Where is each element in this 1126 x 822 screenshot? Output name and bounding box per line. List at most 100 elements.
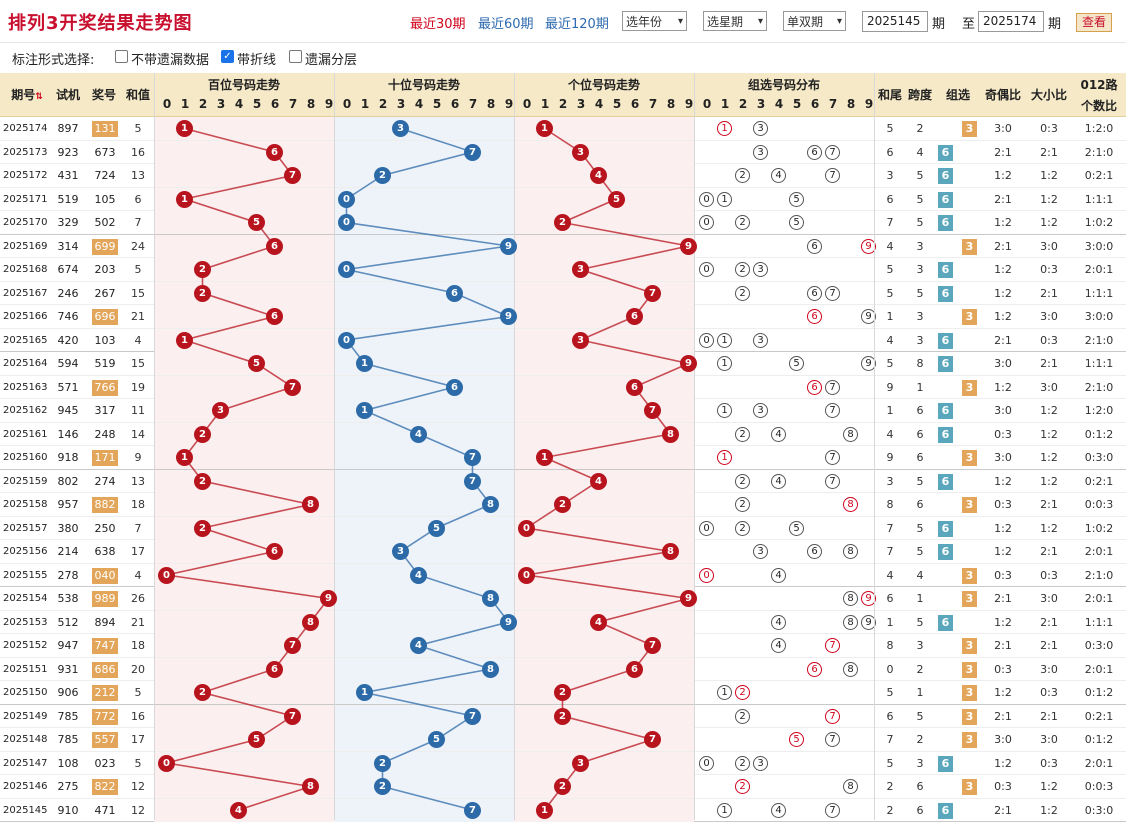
to-period-label: 期: [1048, 13, 1061, 32]
digit-ball: 7: [284, 637, 301, 654]
group-type-badge: 6: [938, 168, 953, 184]
award-number: 822: [92, 779, 118, 795]
group-type-badge: 3: [962, 239, 977, 255]
hundreds-bg: [154, 681, 334, 704]
award-number: 557: [92, 732, 118, 748]
sum-cell: 15: [122, 282, 154, 305]
hundreds-bg: [154, 423, 334, 446]
from-period-input[interactable]: 2025145: [862, 11, 928, 32]
road-ratio: 2:1:0: [1072, 376, 1126, 399]
group-type-badge: 6: [938, 286, 953, 302]
header-digit: 0: [158, 97, 176, 111]
group-ball: 7: [825, 450, 840, 465]
digit-ball: 2: [554, 684, 571, 701]
select-parity[interactable]: 单双期▾: [783, 11, 846, 31]
trial-cell: 329: [52, 211, 84, 234]
digit-ball: 6: [266, 543, 283, 560]
checkbox-polyline[interactable]: ✓: [221, 50, 234, 63]
group-type-badge: 3: [962, 732, 977, 748]
period-cell: 2025171: [3, 188, 53, 211]
units-bg: [514, 705, 694, 728]
group-ball: 8: [843, 662, 858, 677]
period-cell: 2025157: [3, 517, 53, 540]
big-small-ratio: 3:0: [1026, 235, 1072, 258]
big-small-ratio: 2:1: [1026, 634, 1072, 657]
sum-cell: 9: [122, 446, 154, 469]
big-small-ratio: 0:3: [1026, 564, 1072, 587]
header-digit: 7: [464, 97, 482, 111]
digit-ball: 9: [680, 238, 697, 255]
group-ball: 7: [825, 638, 840, 653]
group-ball: 0: [699, 192, 714, 207]
link-recent-30[interactable]: 最近30期: [410, 13, 466, 32]
digit-ball: 0: [338, 261, 355, 278]
trial-cell: 146: [52, 423, 84, 446]
odd-even-ratio: 2:1: [980, 587, 1026, 610]
tens-bg: [334, 117, 514, 140]
header-units: 个位号码走势: [514, 76, 694, 93]
tail-cell: 9: [876, 446, 904, 469]
digit-ball: 2: [194, 684, 211, 701]
select-year[interactable]: 选年份▾: [622, 11, 687, 31]
units-bg: [514, 258, 694, 281]
big-small-ratio: 2:1: [1026, 141, 1072, 164]
link-recent-120[interactable]: 最近120期: [545, 13, 609, 32]
odd-even-ratio: 2:1: [980, 634, 1026, 657]
big-small-ratio: 0:3: [1026, 329, 1072, 352]
span-cell: 5: [904, 470, 936, 493]
digit-ball: 7: [464, 802, 481, 819]
group-ball: 5: [789, 215, 804, 230]
group-type-badge: 6: [938, 145, 953, 161]
award-number: 248: [88, 423, 122, 446]
digit-ball: 2: [554, 708, 571, 725]
odd-even-ratio: 2:1: [980, 141, 1026, 164]
group-ball: 0: [699, 262, 714, 277]
digit-ball: 7: [644, 285, 661, 302]
group-type-badge: 3: [962, 568, 977, 584]
group-ball: 8: [843, 615, 858, 630]
group-type-badge: 6: [938, 474, 953, 490]
header-oe: 奇偶比: [980, 86, 1026, 103]
trend-table: 期号⇅ 试机 奖号 和值 百位号码走势 十位号码走势 个位号码走势 组选号码分布…: [0, 73, 1126, 820]
road-ratio: 1:1:1: [1072, 188, 1126, 211]
checkbox-no-miss[interactable]: [115, 50, 128, 63]
query-button[interactable]: 查看: [1076, 13, 1112, 32]
tail-cell: 2: [876, 799, 904, 822]
digit-ball: 9: [680, 590, 697, 607]
header-digit: 8: [842, 97, 860, 111]
checkbox-miss-layer[interactable]: [289, 50, 302, 63]
group-ball: 7: [825, 145, 840, 160]
group-ball: 6: [807, 544, 822, 559]
header-digit: 6: [626, 97, 644, 111]
group-type-badge: 6: [938, 215, 953, 231]
tens-bg: [334, 282, 514, 305]
group-ball: 0: [699, 333, 714, 348]
sum-cell: 7: [122, 211, 154, 234]
road-ratio: 2:0:1: [1072, 540, 1126, 563]
award-number: 317: [88, 399, 122, 422]
select-week[interactable]: 选星期▾: [703, 11, 767, 31]
odd-even-ratio: 1:2: [980, 752, 1026, 775]
header-period[interactable]: 期号⇅: [2, 86, 52, 103]
big-small-ratio: 0:3: [1026, 258, 1072, 281]
table-header: 期号⇅ 试机 奖号 和值 百位号码走势 十位号码走势 个位号码走势 组选号码分布…: [0, 73, 1126, 117]
tens-bg: [334, 235, 514, 258]
link-recent-60[interactable]: 最近60期: [478, 13, 534, 32]
period-cell: 2025148: [3, 728, 53, 751]
tail-cell: 5: [876, 752, 904, 775]
tail-cell: 8: [876, 634, 904, 657]
group-ball: 0: [699, 521, 714, 536]
group-ball: 8: [843, 497, 858, 512]
road-ratio: 0:2:1: [1072, 470, 1126, 493]
trial-cell: 923: [52, 141, 84, 164]
trial-cell: 906: [52, 681, 84, 704]
tens-bg: [334, 329, 514, 352]
to-period-input[interactable]: 2025174: [978, 11, 1044, 32]
award-number: 894: [88, 611, 122, 634]
tail-cell: 1: [876, 611, 904, 634]
span-cell: 6: [904, 799, 936, 822]
digit-ball: 7: [644, 637, 661, 654]
